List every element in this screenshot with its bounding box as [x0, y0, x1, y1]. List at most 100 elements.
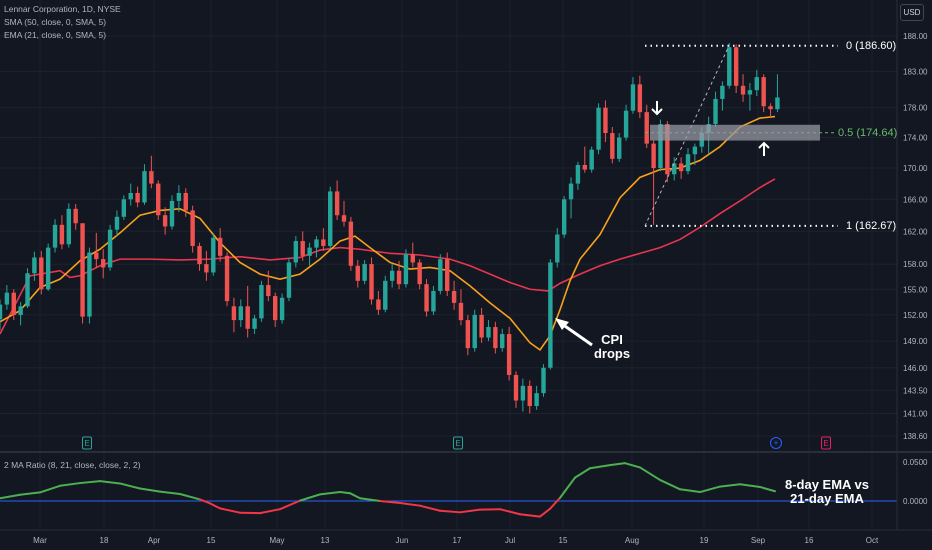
candle-body-85	[582, 164, 587, 170]
dividend-marker-circle	[770, 437, 782, 449]
candle-body-75	[513, 374, 519, 401]
candle-body-89	[610, 133, 615, 159]
time-tick-11: 19	[700, 536, 709, 545]
ratio-seg-42	[739, 483, 761, 488]
ratio-seg-16	[279, 499, 301, 511]
candle-body-33	[224, 255, 230, 302]
candle-body-87	[596, 107, 601, 150]
candle-body-70	[479, 314, 484, 338]
candle-body-54	[369, 264, 374, 300]
candle-body-49	[334, 191, 340, 216]
candle-body-23	[156, 183, 161, 216]
candle-body-19	[128, 192, 133, 200]
candle-body-46	[314, 239, 319, 248]
candle-body-94	[644, 112, 649, 144]
candle-body-28	[190, 210, 195, 246]
candle-body-88	[603, 107, 608, 134]
candle-body-11	[73, 208, 78, 224]
arrow-down-head	[651, 108, 663, 116]
price-tick-8: 155.00	[903, 285, 928, 294]
candle-body-92	[630, 84, 636, 111]
candle-body-17	[114, 216, 120, 230]
candle-body-22	[149, 171, 154, 184]
ratio-seg-36	[624, 462, 641, 469]
price-tick-0: 188.00	[903, 32, 928, 41]
candle-body-27	[183, 192, 188, 211]
candle-body-18	[121, 199, 127, 217]
candle-body-71	[486, 327, 491, 338]
candle-body-25	[169, 200, 175, 227]
candle-body-34	[231, 306, 237, 321]
ratio-seg-30	[539, 507, 551, 518]
candle-body-24	[162, 215, 168, 227]
ratio-seg-21	[359, 497, 381, 502]
earnings-marker-1: E	[455, 439, 460, 448]
candle-body-52	[355, 265, 360, 281]
cpi-arrow-head	[555, 318, 569, 330]
ratio-seg-19	[339, 491, 351, 495]
candle-body-0	[0, 304, 3, 320]
cpi-arrow-shaft	[561, 322, 593, 347]
candle-body-1	[4, 292, 10, 305]
time-tick-3: 15	[207, 536, 216, 545]
candle-body-68	[465, 320, 471, 349]
candle-body-43	[293, 241, 299, 263]
earnings-marker-box-1	[453, 436, 463, 450]
candle-body-96	[658, 124, 663, 169]
ratio-seg-33	[574, 467, 591, 479]
ratio-seg-29	[519, 513, 541, 518]
ratio-seg-13	[219, 507, 241, 514]
ratio-annotation: 8-day EMA vs 21-day EMA	[772, 478, 882, 506]
ratio-annotation-line1: 8-day EMA vs	[784, 477, 870, 492]
ratio-seg-15	[259, 508, 281, 515]
candle-body-40	[273, 296, 278, 321]
event-markers: E E E +	[82, 436, 831, 450]
price-tick-4: 170.00	[903, 164, 928, 173]
candle-body-47	[321, 239, 326, 246]
candle-body-107	[733, 47, 739, 86]
time-tick-2: Apr	[148, 536, 161, 545]
candle-body-74	[506, 334, 512, 375]
ratio-seg-17	[299, 493, 321, 502]
ratio-seg-40	[699, 485, 721, 494]
candle-body-104	[713, 98, 718, 125]
candle-body-81	[555, 234, 560, 263]
currency-button[interactable]: USD	[900, 4, 924, 21]
ratio-seg-39	[679, 488, 701, 494]
candle-body-55	[376, 299, 381, 310]
ratio-annotation-line2: 21-day EMA	[790, 491, 864, 506]
candle-body-57	[389, 270, 395, 281]
candle-body-78	[534, 393, 539, 407]
candle-body-97	[665, 124, 670, 175]
candle-body-51	[348, 221, 354, 266]
candle-body-7	[45, 247, 51, 290]
sma-50-line-group	[0, 178, 776, 335]
candle-body-113	[775, 97, 780, 110]
candle-body-53	[362, 264, 367, 281]
candle-body-2	[11, 292, 16, 315]
price-tick-14: 138.60	[903, 432, 928, 441]
earnings-marker-0: E	[84, 439, 89, 448]
time-tick-1: 18	[100, 536, 109, 545]
cpi-annotation-line2: drops	[593, 346, 631, 361]
ratio-tick-0: 0.0500	[903, 458, 928, 467]
candle-body-31	[211, 237, 216, 273]
candle-body-111	[761, 77, 766, 107]
time-tick-13: 16	[805, 536, 814, 545]
earnings-marker-box-0	[82, 436, 92, 450]
ratio-seg-25	[439, 509, 461, 514]
candle-body-100	[685, 154, 691, 172]
candle-body-105	[720, 85, 725, 99]
candle-body-59	[403, 254, 409, 285]
price-tick-6: 162.00	[903, 227, 928, 236]
ratio-seg-38	[659, 478, 681, 491]
candle-body-10	[66, 208, 71, 245]
candle-body-6	[39, 257, 44, 290]
legend-ema: EMA (21, close, 0, SMA, 5)	[4, 30, 107, 40]
candle-body-77	[527, 385, 532, 407]
candle-body-36	[245, 306, 250, 329]
grid-lines	[0, 0, 932, 530]
fib-label-0: 0 (186.60)	[846, 40, 897, 52]
ratio-seg-37	[639, 466, 661, 481]
